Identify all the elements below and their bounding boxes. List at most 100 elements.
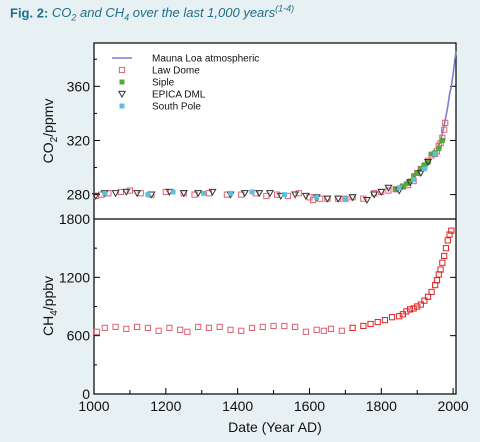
epica-dml-point	[179, 190, 188, 198]
law-dome-ch4-point	[442, 245, 450, 252]
x-tick-label: 1000	[78, 398, 109, 414]
co2-data-marks	[91, 51, 457, 205]
siple-point	[411, 173, 417, 179]
epica-dml-point	[265, 190, 275, 198]
y-tick-label: 280	[67, 187, 91, 203]
south-pole-point	[396, 185, 402, 191]
south-pole-point	[145, 192, 151, 198]
south-pole-point	[102, 190, 108, 196]
x-tick-label: 1200	[150, 398, 181, 414]
law-dome-ch4-point	[439, 259, 446, 266]
law-dome-point	[385, 187, 392, 194]
figure-title: Fig. 2: CO2 and CH4 over the last 1,000 …	[10, 4, 294, 23]
law-dome-ch4-point	[313, 326, 320, 333]
siple-point	[403, 181, 409, 187]
epica-dml-point	[133, 190, 142, 198]
law-dome-point	[274, 191, 281, 198]
ch4-data-marks	[93, 227, 455, 335]
epica-dml-point	[323, 195, 332, 203]
x-tick-label: 1800	[366, 398, 397, 414]
epica-dml-point	[416, 169, 425, 177]
law-dome-ch4-point	[195, 323, 202, 331]
law-dome-ch4-point	[205, 324, 213, 331]
epica-dml-point	[405, 179, 415, 187]
legend-label: Siple	[152, 78, 175, 89]
law-dome-ch4-point	[155, 327, 162, 334]
law-dome-ch4-point	[227, 326, 234, 333]
law-dome-ch4-point	[349, 324, 356, 331]
epica-dml-point	[423, 159, 433, 167]
siple-point	[393, 186, 399, 192]
south-pole-point	[201, 190, 207, 196]
south-pole-point	[432, 151, 438, 157]
epica-dml-point	[291, 191, 300, 199]
law-dome-ch4-point	[292, 323, 299, 331]
epica-dml-point	[370, 191, 379, 199]
ch4-axis-label: CH4/ppbv	[40, 276, 60, 336]
south-pole-point	[227, 190, 233, 196]
x-tick-label: 2000	[438, 398, 469, 414]
law-dome-ch4-point	[93, 328, 100, 335]
law-dome-point	[441, 126, 448, 133]
law-dome-ch4-point	[144, 324, 151, 331]
law-dome-ch4-point	[444, 237, 451, 244]
law-dome-ch4-point	[216, 323, 223, 331]
y-tick-label: 0	[82, 386, 90, 402]
law-dome-ch4-point	[374, 318, 381, 326]
epica-dml-point	[194, 190, 203, 198]
epica-dml-point	[384, 184, 393, 192]
siple-point	[436, 146, 442, 152]
caption-part: CO	[51, 5, 72, 21]
figure-caption: CO2 and CH4 over the last 1,000 years(1-…	[51, 4, 294, 23]
law-dome-ch4-point	[184, 328, 191, 335]
legend-symbol	[119, 79, 125, 85]
law-dome-ch4-point	[338, 327, 345, 334]
epica-dml-point	[122, 188, 131, 196]
south-pole-point	[249, 189, 255, 195]
south-pole-point	[342, 196, 348, 202]
legend-label: Law Dome	[152, 66, 200, 77]
law-dome-ch4-point	[446, 231, 453, 238]
law-dome-ch4-point	[437, 266, 444, 273]
law-dome-ch4-point	[441, 252, 448, 260]
law-dome-ch4-point	[410, 305, 417, 312]
siple-point	[418, 166, 424, 172]
law-dome-ch4-point	[396, 313, 403, 320]
siple-point	[421, 162, 427, 168]
figure-label: Fig. 2:	[10, 5, 49, 21]
law-dome-ch4-point	[406, 306, 414, 313]
x-ticks: 1000 1200 1400 1600 1800 2000	[78, 388, 469, 414]
law-dome-ch4-point	[270, 322, 277, 330]
caption-part: and CH	[76, 5, 125, 21]
south-pole-point	[281, 192, 287, 198]
law-dome-point	[295, 190, 302, 197]
legend-symbol	[119, 103, 125, 109]
law-dome-point	[442, 119, 449, 126]
south-pole-point	[314, 194, 320, 200]
mauna-loa-line	[437, 51, 457, 148]
law-dome-ch4-point	[388, 314, 396, 321]
siple-point	[439, 137, 445, 143]
south-pole-point	[170, 189, 176, 195]
y-tick-label: 1800	[59, 211, 90, 227]
siple-point	[400, 184, 406, 190]
epica-dml-point	[301, 192, 310, 200]
law-dome-ch4-point	[367, 320, 374, 328]
x-tick-label: 1400	[222, 398, 253, 414]
law-dome-ch4-point	[417, 301, 424, 308]
epica-dml-point	[111, 190, 120, 198]
legend-label: Mauna Loa atmospheric	[152, 54, 259, 65]
south-pole-point	[411, 177, 417, 183]
y-tick-label: 600	[67, 328, 91, 344]
y-tick-label: 1200	[59, 269, 90, 285]
law-dome-ch4-point	[448, 227, 455, 234]
legend-symbol	[118, 66, 126, 74]
law-dome-ch4-point	[101, 324, 108, 331]
law-dome-ch4-point	[424, 293, 432, 300]
epica-dml-point	[240, 190, 249, 198]
y-tick-label: 320	[67, 132, 91, 148]
law-dome-ch4-point	[177, 326, 184, 333]
law-dome-ch4-point	[320, 327, 327, 334]
